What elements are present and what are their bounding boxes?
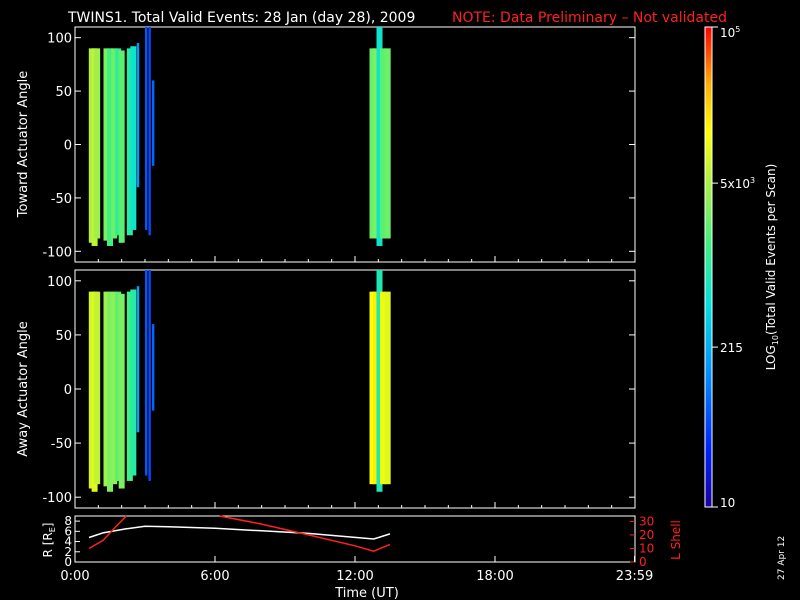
l-shell-line (219, 515, 391, 552)
xtick-label: 6:00 (200, 569, 229, 584)
r-distance-line (88, 525, 391, 540)
r-label-end: ] (41, 523, 55, 528)
heatmap-strip (369, 291, 376, 485)
heatmap-strip (115, 291, 122, 481)
panel-bottom-ylabel: R [RE] (41, 523, 57, 558)
ytick-label: 0 (64, 383, 72, 398)
heatmap-strip (94, 291, 101, 485)
panel-top-ylabel: Toward Actuator Angle (16, 71, 31, 218)
heatmap-strip (144, 27, 148, 230)
colorbar-gradient (704, 26, 713, 508)
ytick-label: 100 (47, 32, 72, 47)
heatmap-strip (107, 291, 113, 492)
panel-middle-strips (88, 270, 391, 492)
heatmap-strip (384, 48, 391, 239)
panel-top: 100 50 0 -50 -100 Toward Actuator Angle (16, 26, 636, 263)
heatmap-strip (384, 291, 391, 485)
ytick-label: 2 (64, 545, 72, 559)
l-shell-label: L Shell (669, 520, 683, 560)
colorbar-tick-label: 10 (720, 496, 735, 510)
heatmap-strip (107, 48, 113, 246)
right-tick-label: 30 (639, 514, 654, 528)
heatmap-strip (151, 80, 155, 166)
panel-middle-yticks: 100 50 0 -50 -100 (42, 275, 636, 508)
right-tick-label: 0 (639, 555, 647, 569)
x-axis-label: Time (UT) (334, 586, 399, 600)
panel-bottom-xticks: 0:00 6:00 12:00 18:00 23:59 (60, 556, 653, 584)
colorbar-tick-label: 215 (720, 341, 743, 355)
ytick-label: -50 (51, 192, 72, 207)
colorbar-ticks: 10 215 5x103 105 (712, 25, 755, 510)
heatmap-strip (376, 270, 383, 492)
panel-middle-ylabel: Away Actuator Angle (16, 321, 31, 456)
heatmap-strip (144, 270, 148, 476)
xtick-label: 12:00 (336, 569, 373, 584)
heatmap-strip (148, 27, 151, 236)
heatmap-strip (118, 50, 125, 243)
heatmap-strip (94, 48, 101, 239)
ytick-label: 100 (47, 275, 72, 290)
heatmap-strip (136, 286, 140, 433)
right-tick-label: 20 (639, 528, 654, 542)
heatmap-strip (373, 291, 379, 485)
panel-top-strips (88, 27, 391, 246)
heatmap-strip (126, 48, 133, 236)
heatmap-strip (136, 43, 140, 188)
heatmap-strip (151, 324, 155, 411)
colorbar-label-log: LOG (764, 345, 778, 370)
heatmap-strip (148, 270, 151, 481)
panel-middle: 100 50 0 -50 -100 Away Actuator Angle (16, 269, 636, 509)
heatmap-strip (103, 48, 110, 241)
heatmap-strip (376, 27, 383, 246)
heatmap-strip (103, 291, 110, 487)
heatmap-strip (111, 291, 118, 485)
ytick-label: -100 (42, 245, 72, 260)
heatmap-strip (380, 291, 386, 485)
xtick-label: 23:59 (616, 569, 653, 584)
heatmap-strip (115, 48, 122, 236)
colorbar-tick-label: 105 (720, 25, 740, 40)
ytick-label: 8 (64, 514, 72, 528)
heatmap-strip (130, 289, 137, 476)
ytick-label: 4 (64, 535, 72, 549)
xtick-label: 18:00 (476, 569, 513, 584)
right-tick-label: 10 (639, 541, 654, 555)
heatmap-strip (373, 48, 379, 239)
r-label-main: R [R (41, 532, 55, 557)
preliminary-note: NOTE: Data Preliminary – Not validated (452, 10, 727, 26)
heatmap-strip (126, 291, 133, 481)
heatmap-strip (111, 48, 118, 239)
ytick-label: -50 (51, 437, 72, 452)
colorbar-label-sub: 10 (771, 335, 780, 345)
ytick-label: 0 (64, 139, 72, 154)
heatmap-strip (369, 48, 376, 239)
r-label-sub: E (48, 527, 57, 532)
heatmap-strip (118, 293, 125, 489)
l-shell-line (88, 515, 127, 550)
date-stamp: 27 Apr 12 (777, 536, 787, 580)
panel-top-yticks: 100 50 0 -50 -100 (42, 32, 636, 262)
ytick-label: -100 (42, 491, 72, 506)
colorbar-label-rest: (Total Valid Events per Scan) (764, 164, 778, 335)
chart-title: TWINS1. Total Valid Events: 28 Jan (day … (67, 10, 415, 26)
colorbar-label: LOG10(Total Valid Events per Scan) (764, 164, 780, 371)
ytick-label: 50 (55, 329, 72, 344)
ytick-label: 0 (64, 555, 72, 569)
ytick-label: 50 (55, 85, 72, 100)
panel-bottom-lines (88, 515, 391, 552)
heatmap-strip (380, 48, 386, 239)
colorbar-tick-label: 5x103 (720, 176, 755, 191)
xtick-label: 0:00 (60, 569, 89, 584)
heatmap-strip (130, 46, 137, 230)
ytick-label: 6 (64, 524, 72, 538)
